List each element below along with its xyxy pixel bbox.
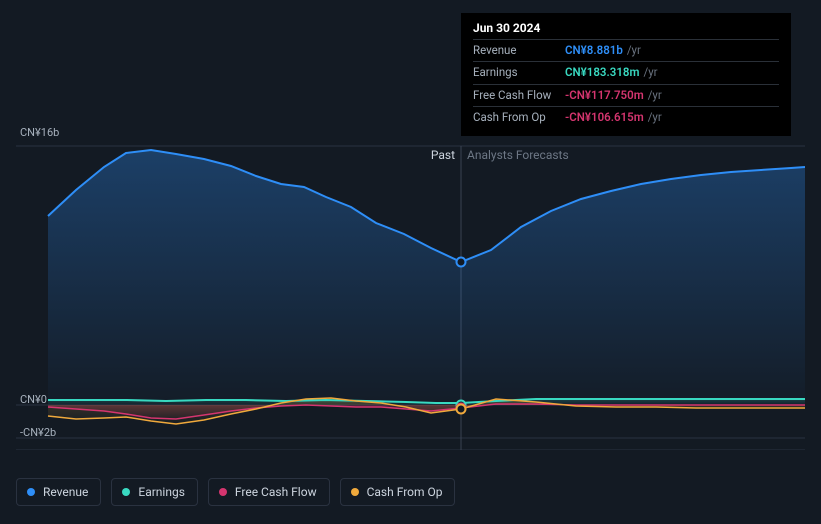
label-past: Past: [431, 148, 455, 162]
y-axis-label: CN¥0: [20, 393, 47, 406]
tooltip-date: Jun 30 2024: [473, 21, 779, 35]
tooltip-row-unit: /yr: [643, 64, 657, 81]
marker-cfo: [457, 405, 466, 414]
tooltip-row-label: Earnings: [473, 64, 565, 81]
legend-label: Free Cash Flow: [235, 485, 317, 499]
tooltip-row-value: -CN¥117.750m: [565, 87, 644, 104]
tooltip-row-unit: /yr: [648, 87, 662, 104]
tooltip-row: Free Cash Flow-CN¥117.750m/yr: [473, 84, 779, 106]
area-revenue: [48, 150, 805, 405]
tooltip-row-unit: /yr: [648, 109, 662, 126]
legend-dot-icon: [122, 488, 130, 496]
tooltip-row-label: Free Cash Flow: [473, 87, 565, 104]
legend-item-fcf[interactable]: Free Cash Flow: [208, 478, 330, 506]
tooltip-row: Cash From Op-CN¥106.615m/yr: [473, 106, 779, 128]
chart-tooltip: Jun 30 2024 RevenueCN¥8.881b/yrEarningsC…: [461, 13, 791, 136]
label-forecast: Analysts Forecasts: [467, 148, 569, 162]
tooltip-row: RevenueCN¥8.881b/yr: [473, 39, 779, 61]
tooltip-row-value: CN¥8.881b: [565, 42, 623, 59]
legend-item-earnings[interactable]: Earnings: [111, 478, 198, 506]
y-axis-label: -CN¥2b: [20, 426, 56, 439]
legend-item-cfo[interactable]: Cash From Op: [340, 478, 456, 506]
legend-item-revenue[interactable]: Revenue: [16, 478, 101, 506]
legend-dot-icon: [351, 488, 359, 496]
legend-label: Cash From Op: [367, 485, 443, 499]
tooltip-row-unit: /yr: [627, 42, 641, 59]
legend-label: Earnings: [138, 485, 185, 499]
tooltip-row: EarningsCN¥183.318m/yr: [473, 61, 779, 83]
y-axis-label: CN¥16b: [20, 126, 59, 139]
tooltip-row-label: Revenue: [473, 42, 565, 59]
marker-revenue: [457, 258, 466, 267]
tooltip-row-value: CN¥183.318m: [565, 64, 639, 81]
legend-label: Revenue: [43, 485, 88, 499]
tooltip-row-value: -CN¥106.615m: [565, 109, 644, 126]
legend-dot-icon: [27, 488, 35, 496]
chart-legend: Revenue Earnings Free Cash Flow Cash From O…: [16, 478, 455, 506]
tooltip-row-label: Cash From Op: [473, 109, 565, 126]
legend-dot-icon: [219, 488, 227, 496]
